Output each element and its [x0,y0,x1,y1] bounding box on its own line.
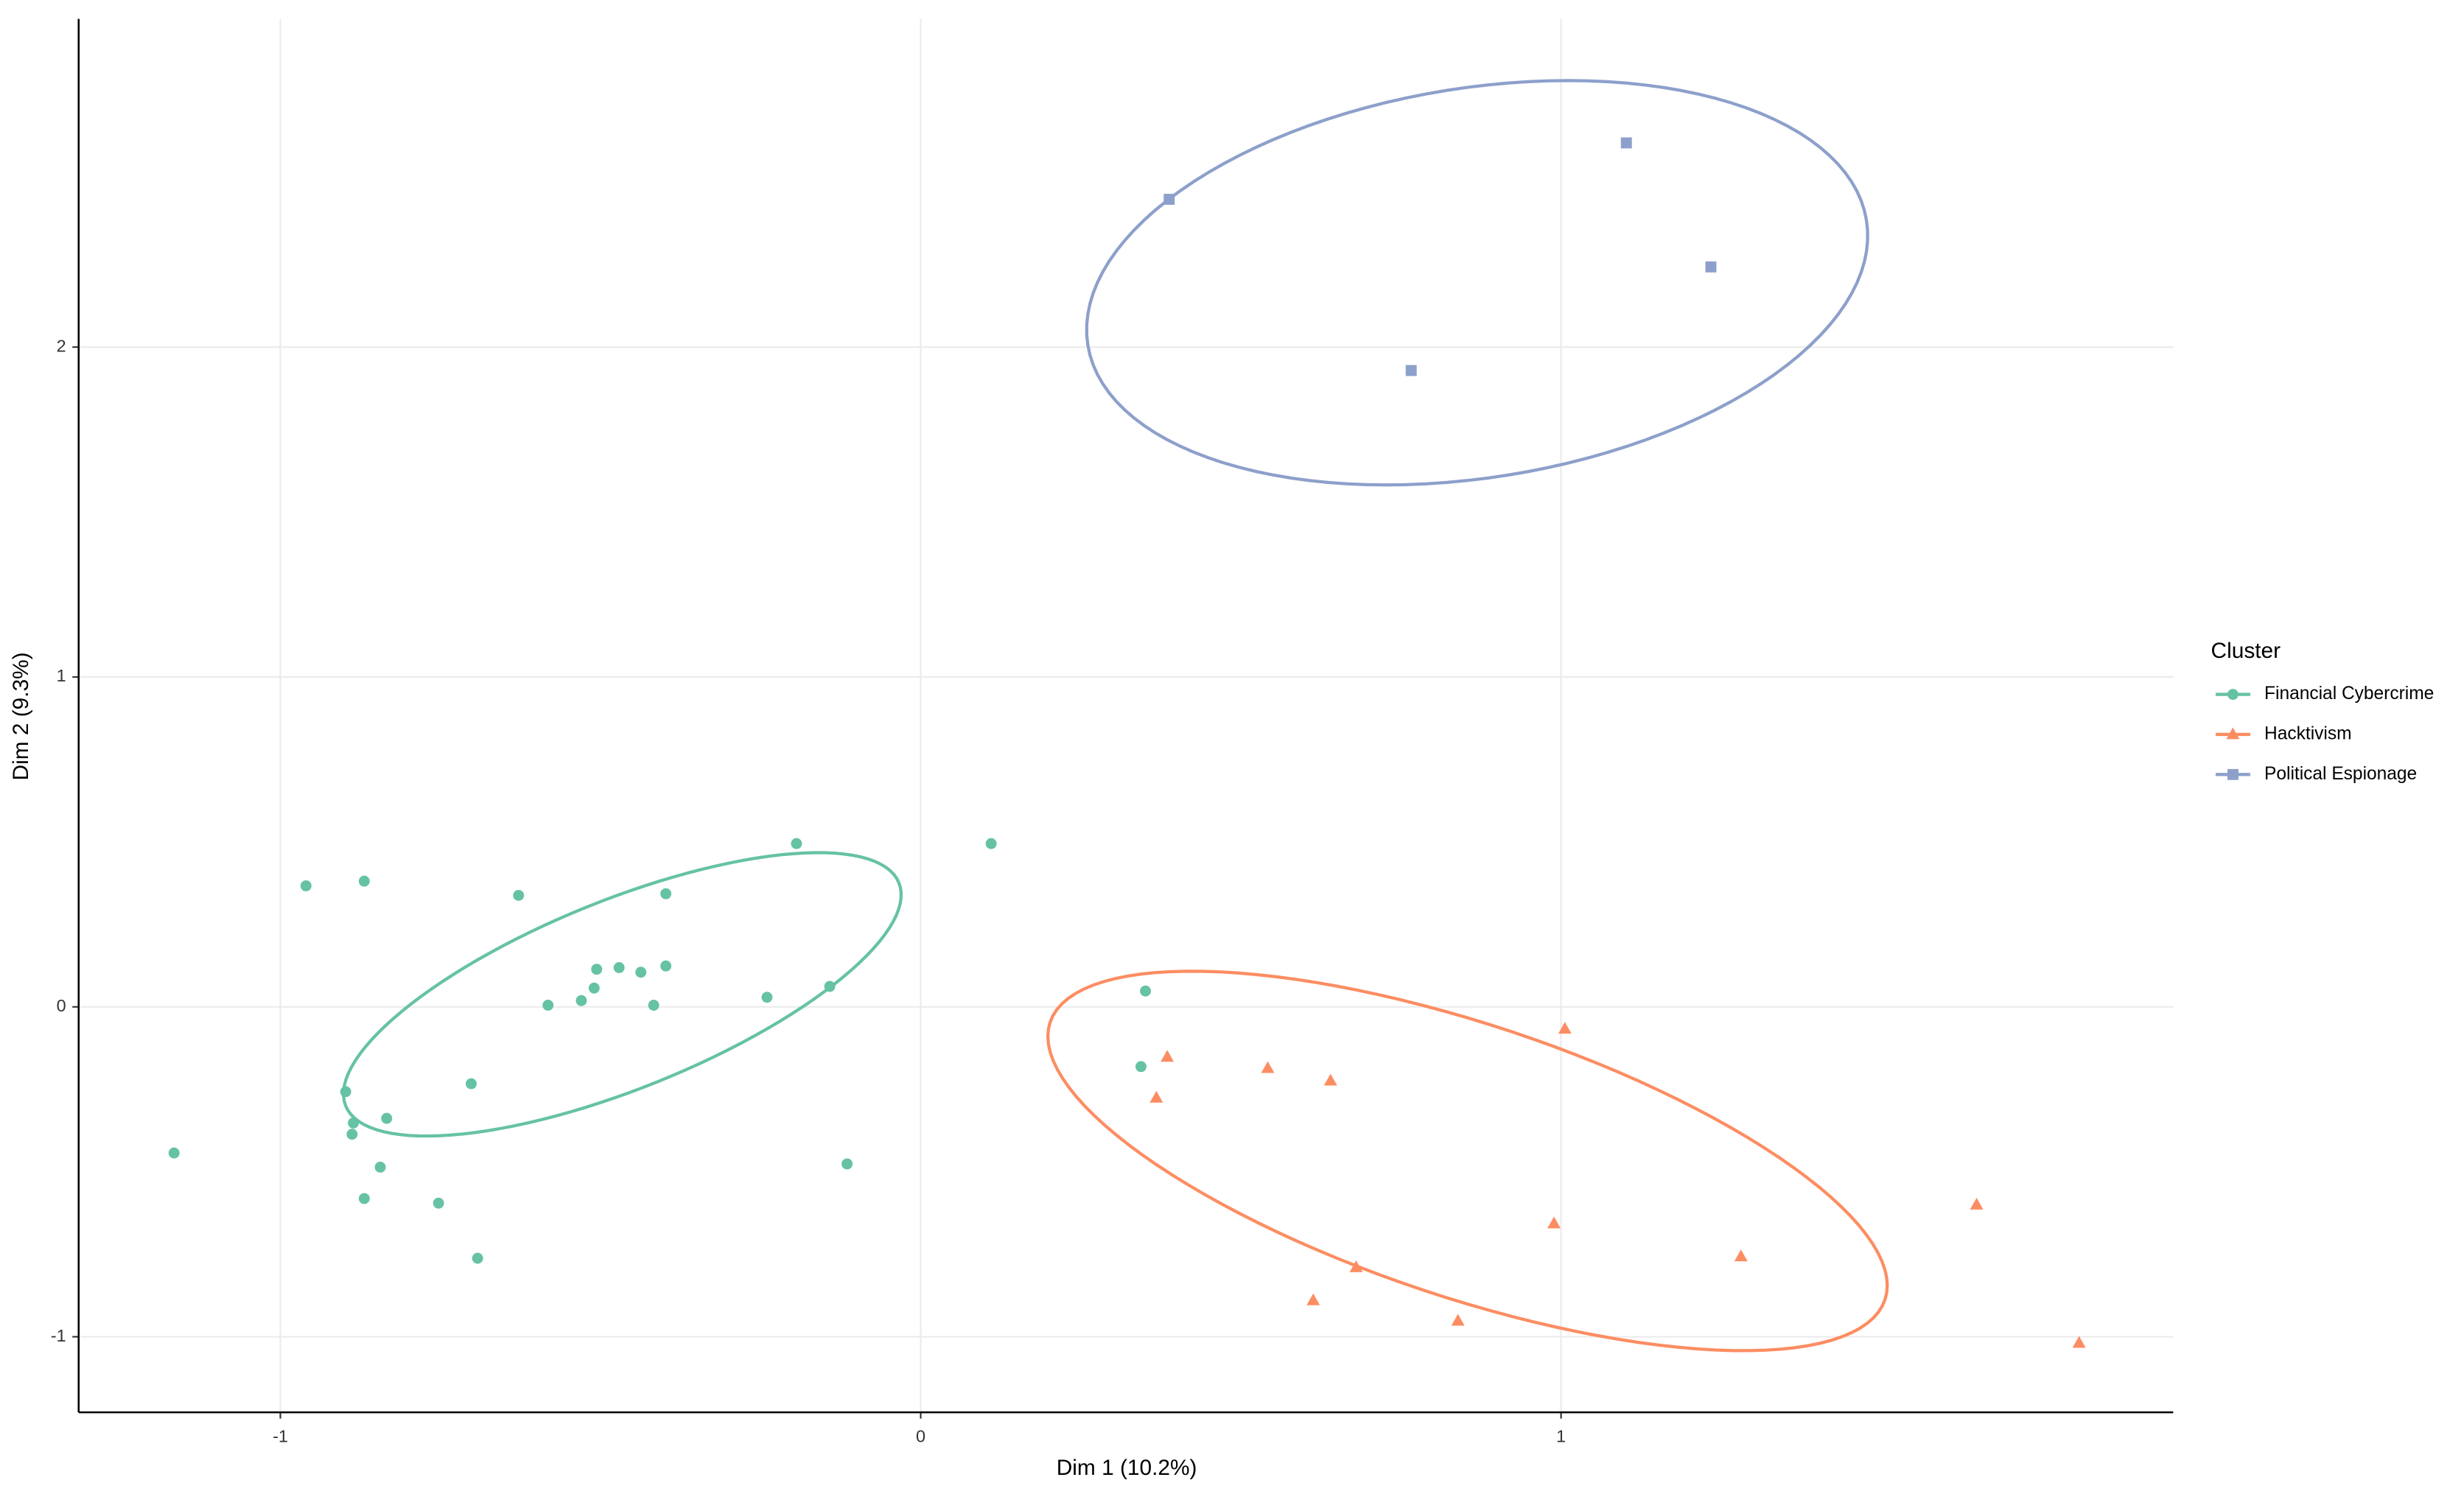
legend-swatch [2227,768,2239,780]
point [575,995,587,1006]
x-tick-label: -1 [273,1426,288,1445]
point [466,1078,477,1090]
point [1547,1216,1561,1229]
point [168,1147,180,1159]
point [1163,194,1175,206]
point [841,1158,853,1170]
x-tick-label: 1 [1556,1426,1566,1445]
point [1734,1249,1748,1262]
point [1451,1314,1465,1326]
y-tick-label: 1 [57,666,66,685]
confidence-ellipse [1046,969,1889,1353]
point [1261,1061,1275,1073]
point [374,1161,386,1173]
point [542,1000,554,1011]
x-tick-label: 0 [916,1426,925,1445]
point [761,992,773,1003]
legend-title: Cluster [2211,639,2281,663]
point [513,889,525,901]
point [824,981,836,992]
legend-label: Hacktivism [2264,723,2352,743]
point [1161,1050,1175,1062]
x-axis-label: Dim 1 (10.2%) [1057,1456,1197,1480]
point [660,888,672,899]
legend-label: Financial Cybercrime [2264,684,2434,704]
y-tick-label: -1 [51,1326,66,1345]
legend-swatch [2227,689,2239,701]
point [660,960,672,972]
point [1620,137,1632,149]
point [1323,1073,1337,1086]
point [358,1193,370,1204]
point [791,838,802,849]
point [300,880,312,891]
point [985,838,997,849]
point [1306,1293,1320,1305]
legend-swatch [2226,727,2240,740]
point [433,1197,444,1209]
point [588,982,600,994]
point [1705,261,1717,273]
point [1970,1197,1984,1210]
point [1140,985,1152,997]
point [1558,1022,1572,1034]
point [613,962,625,973]
point [591,964,603,975]
point [358,875,370,887]
point [1149,1090,1163,1103]
y-tick-label: 0 [57,996,66,1015]
point [346,1129,358,1140]
confidence-ellipse [342,851,903,1138]
legend-label: Political Espionage [2264,764,2417,784]
y-tick-label: 2 [57,336,66,355]
confidence-ellipse [1085,79,1869,487]
point [635,967,647,978]
point [348,1117,360,1129]
point [1349,1260,1363,1272]
point [381,1112,393,1124]
point [340,1086,351,1098]
point [2072,1336,2086,1348]
y-axis-label: Dim 2 (9.3%) [9,652,33,780]
point [648,1000,659,1011]
point [1135,1061,1147,1073]
point [1405,365,1417,376]
point [472,1252,483,1264]
